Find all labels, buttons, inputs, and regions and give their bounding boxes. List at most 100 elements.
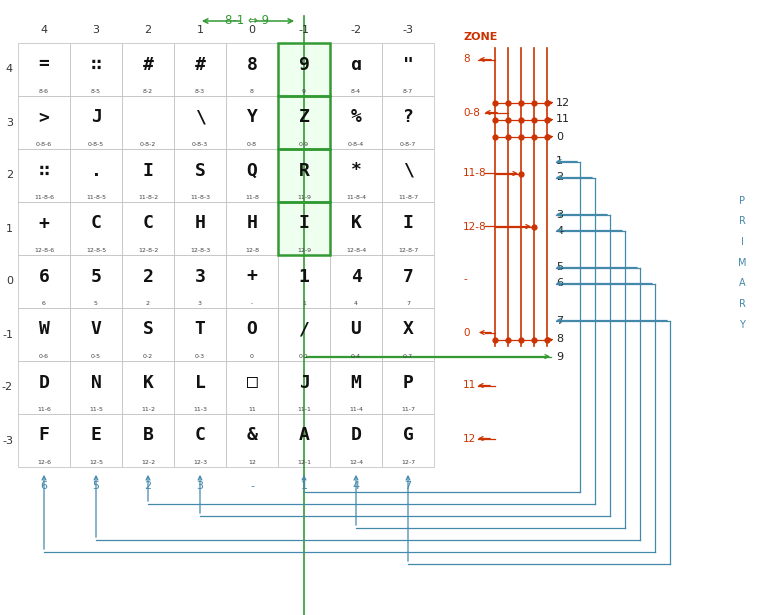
Bar [70,361,122,414]
Text: 1: 1 [556,156,563,167]
Text: G: G [403,426,413,445]
Text: ɑ: ɑ [350,55,362,74]
Bar [70,149,122,202]
Text: 1: 1 [197,25,204,35]
Text: 11-6: 11-6 [37,407,51,412]
Text: 3: 3 [556,210,563,220]
Bar [122,96,174,149]
Text: 7: 7 [406,301,410,306]
Text: 7: 7 [404,481,412,491]
Text: 1: 1 [302,301,306,306]
Text: 11-8-5: 11-8-5 [86,195,106,200]
Bar [226,96,278,149]
Bar [278,202,330,255]
Text: 11: 11 [463,381,477,391]
Text: 8: 8 [556,335,563,344]
Bar [278,308,330,361]
Text: 12-8-6: 12-8-6 [34,248,54,253]
Text: -2: -2 [2,383,13,392]
Text: 4: 4 [353,481,359,491]
Text: 9: 9 [302,89,306,94]
Text: 0-8-4: 0-8-4 [348,142,364,147]
Text: S: S [195,162,205,180]
Text: 6: 6 [40,481,47,491]
Text: 12-9: 12-9 [297,248,311,253]
Bar [18,96,70,149]
Text: 5: 5 [90,268,101,285]
Text: 8: 8 [463,55,470,65]
Text: 0: 0 [249,25,255,35]
Bar [382,202,434,255]
Text: 4: 4 [40,25,48,35]
Bar [18,149,70,202]
Text: 12: 12 [556,98,570,108]
Text: 2: 2 [143,268,154,285]
Bar [122,361,174,414]
Text: -1: -1 [299,25,309,35]
Bar [278,149,330,202]
Text: E: E [90,426,101,445]
Text: 11-8: 11-8 [463,169,486,178]
Text: 2: 2 [144,25,151,35]
Text: 6: 6 [42,301,46,306]
Text: P: P [739,196,745,205]
Bar [226,255,278,308]
Text: 9: 9 [299,55,309,74]
Text: 5: 5 [93,481,100,491]
Text: ": " [403,55,413,74]
Bar [70,414,122,467]
Text: J: J [299,373,309,392]
Text: 1: 1 [299,268,309,285]
Bar [330,361,382,414]
Text: Z: Z [299,108,309,127]
Text: 0-7: 0-7 [403,354,413,359]
Bar [278,202,330,255]
Text: 11-2: 11-2 [141,407,155,412]
Bar [122,308,174,361]
Text: 3: 3 [6,117,13,127]
Text: 6: 6 [556,279,563,288]
Bar [122,255,174,308]
Text: Y: Y [739,320,745,330]
Text: T: T [195,320,205,338]
Text: 11-9: 11-9 [297,195,311,200]
Text: 8-4: 8-4 [351,89,361,94]
Text: 11-4: 11-4 [349,407,363,412]
Text: \: \ [403,162,413,180]
Text: H: H [246,215,258,232]
Text: 0-8-2: 0-8-2 [140,142,156,147]
Bar [122,149,174,202]
Text: 11-8: 11-8 [245,195,259,200]
Text: 0-9: 0-9 [299,142,309,147]
Text: 4: 4 [350,268,362,285]
Text: ?: ? [403,108,413,127]
Text: 4: 4 [6,65,13,74]
Bar [70,308,122,361]
Text: #: # [195,55,205,74]
Text: +: + [39,215,49,232]
Text: *: * [350,162,362,180]
Text: #: # [143,55,154,74]
Text: R: R [739,299,746,309]
Text: 0-6: 0-6 [39,354,49,359]
Text: 11-8-6: 11-8-6 [34,195,54,200]
Bar [122,43,174,96]
Bar [382,96,434,149]
Text: 9: 9 [556,352,563,362]
Text: 11-8-4: 11-8-4 [346,195,366,200]
Text: O: O [246,320,258,338]
Text: 12-8-3: 12-8-3 [190,248,210,253]
Text: 12-8-2: 12-8-2 [138,248,158,253]
Text: 0: 0 [463,328,470,338]
Text: A: A [739,278,746,288]
Text: J: J [90,108,101,127]
Text: 12-8-4: 12-8-4 [346,248,366,253]
Bar [226,202,278,255]
Text: 8-2: 8-2 [143,89,153,94]
Text: 5: 5 [94,301,98,306]
Bar [174,202,226,255]
Text: -: - [251,301,253,306]
Text: 0-8-3: 0-8-3 [192,142,208,147]
Bar [174,43,226,96]
Bar [18,43,70,96]
